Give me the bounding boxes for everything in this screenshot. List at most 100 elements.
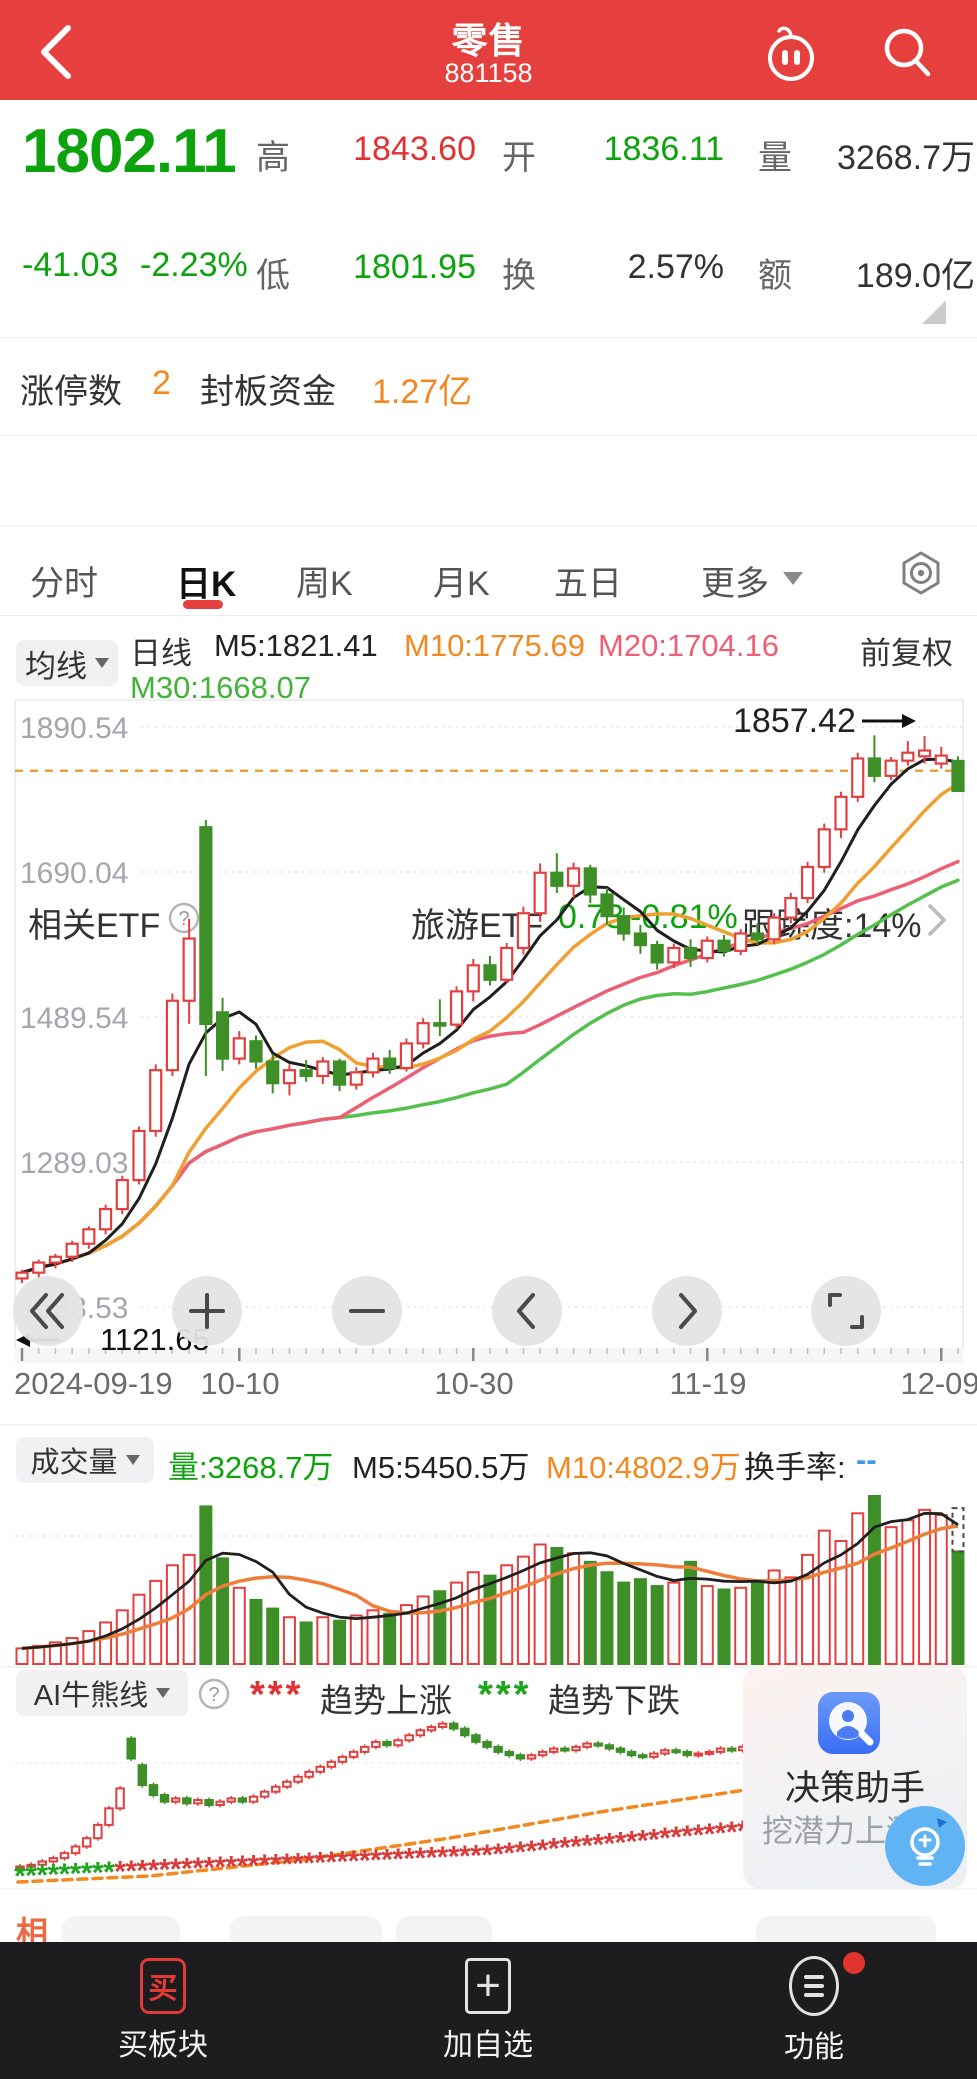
notification-dot <box>843 1952 865 1974</box>
svg-text:*: * <box>292 1848 304 1881</box>
zoom-in-button[interactable] <box>172 1276 242 1346</box>
price-change: -41.03 <box>22 246 119 284</box>
app-header: 零售 881158 <box>0 0 977 100</box>
nav-label: 功能 <box>784 2031 844 2064</box>
svg-text:1289.03: 1289.03 <box>20 1147 128 1180</box>
open-label: 开 <box>502 139 536 177</box>
svg-text:*: * <box>281 1848 293 1881</box>
downtrend-stars: *** <box>478 1674 532 1716</box>
tab-weekly-k[interactable]: 周K <box>296 565 353 603</box>
decision-assistant-icon[interactable] <box>818 1692 880 1754</box>
zoom-out-button[interactable] <box>332 1276 402 1346</box>
svg-text:*: * <box>503 1837 515 1870</box>
svg-text:*: * <box>192 1852 204 1885</box>
low-label: 低 <box>256 257 290 295</box>
ma-selector-label: 均线 <box>25 648 87 684</box>
svg-text:*: * <box>381 1844 393 1877</box>
svg-text:*: * <box>136 1855 148 1888</box>
svg-text:*: * <box>692 1819 704 1852</box>
svg-text:*: * <box>170 1853 182 1886</box>
high-label: 高 <box>256 139 290 177</box>
assistant-title: 决策助手 <box>784 1769 925 1808</box>
svg-text:*: * <box>604 1827 616 1860</box>
svg-text:?: ? <box>208 1684 219 1706</box>
robot-assistant-icon[interactable] <box>760 20 822 84</box>
svg-text:*: * <box>670 1821 682 1854</box>
high-value: 1843.60 <box>353 130 476 168</box>
svg-text:*: * <box>570 1831 582 1864</box>
svg-text:*: * <box>515 1836 527 1869</box>
divider <box>0 525 977 526</box>
chart-settings-icon[interactable] <box>898 550 944 596</box>
expand-quote-icon[interactable] <box>922 300 946 324</box>
current-price: 1802.11 <box>22 117 237 186</box>
open-value: 1836.11 <box>603 130 724 168</box>
low-value: 1801.95 <box>353 248 476 286</box>
fullscreen-button[interactable] <box>811 1276 881 1346</box>
volume-selector-button[interactable]: 成交量 <box>16 1437 154 1483</box>
volume-chart[interactable] <box>15 1492 963 1664</box>
amount-label: 额 <box>758 257 792 295</box>
svg-text:*: * <box>592 1829 604 1862</box>
svg-text:*: * <box>237 1850 249 1883</box>
back-icon[interactable] <box>34 22 78 82</box>
scroll-left-fast-button[interactable] <box>13 1276 83 1346</box>
limit-up-count-label: 涨停数 <box>20 373 122 411</box>
svg-text:*: * <box>659 1822 671 1855</box>
volume-value: 3268.7万 <box>837 139 975 177</box>
svg-text:*: * <box>426 1842 438 1875</box>
tab-daily-k[interactable]: 日K <box>176 565 237 604</box>
page-title: 零售 <box>451 20 526 61</box>
ma-selector-button[interactable]: 均线 <box>16 640 118 686</box>
svg-text:*: * <box>36 1859 48 1892</box>
nav-functions[interactable]: 功能 <box>714 1942 914 2079</box>
downtrend-label: 趋势下跌 <box>548 1682 680 1719</box>
nav-buy-sector[interactable]: 买 买板块 <box>63 1942 263 2079</box>
uptrend-label: 趋势上涨 <box>320 1682 452 1719</box>
help-icon[interactable]: ? <box>198 1678 232 1712</box>
plus-icon: + <box>465 1958 511 2014</box>
main-kline-chart[interactable] <box>15 700 963 1348</box>
svg-text:*: * <box>437 1841 449 1874</box>
ai-indicator-selector-button[interactable]: AI牛熊线 <box>16 1670 188 1716</box>
turnover-rate-value: -- <box>856 1442 877 1477</box>
svg-text:*: * <box>470 1840 482 1873</box>
svg-text:*: * <box>159 1854 171 1887</box>
ma-period: 日线 <box>130 636 192 671</box>
adjust-mode[interactable]: 前复权 <box>860 636 953 671</box>
svg-text:*: * <box>314 1847 326 1880</box>
tab-five-day[interactable]: 五日 <box>554 565 622 603</box>
menu-icon <box>789 1956 839 2016</box>
pan-left-button[interactable] <box>492 1276 562 1346</box>
svg-text:*: * <box>326 1846 338 1879</box>
turnover-value: 2.57% <box>627 248 724 286</box>
svg-text:*: * <box>259 1849 271 1882</box>
nav-add-watchlist[interactable]: + 加自选 <box>388 1942 588 2079</box>
svg-text:*: * <box>303 1847 315 1880</box>
pan-right-button[interactable] <box>652 1276 722 1346</box>
svg-text:*: * <box>615 1826 627 1859</box>
svg-text:*: * <box>414 1842 426 1875</box>
help-icon[interactable]: ? <box>168 902 202 936</box>
tab-monthly-k[interactable]: 月K <box>433 565 490 603</box>
x-label-4: 11-19 <box>669 1366 747 1401</box>
volume-ma10: M10:4802.9万 <box>546 1450 741 1485</box>
svg-text:*: * <box>70 1858 82 1891</box>
related-etf-row[interactable]: 相关ETF ? 旅游ETF 0.73 -0.81% 跟踪度:14% <box>0 436 977 945</box>
volume-ma5: M5:5450.5万 <box>352 1450 530 1485</box>
svg-text:*: * <box>359 1845 371 1878</box>
svg-text:*: * <box>459 1840 471 1873</box>
svg-text:*: * <box>148 1854 160 1887</box>
idea-lightbulb-fab[interactable] <box>885 1806 965 1886</box>
uptrend-stars: *** <box>250 1674 304 1716</box>
svg-text:*: * <box>14 1860 26 1893</box>
chevron-down-icon <box>156 1688 171 1698</box>
volume-label: 量 <box>758 139 792 177</box>
tab-more[interactable]: 更多 <box>701 565 769 603</box>
tab-minute[interactable]: 分时 <box>30 565 98 603</box>
svg-text:*: * <box>581 1830 593 1863</box>
x-label-3: 10-30 <box>434 1366 514 1401</box>
search-icon[interactable] <box>880 24 936 80</box>
high-annotation: 1857.42 <box>733 702 856 740</box>
svg-text:*: * <box>348 1845 360 1878</box>
